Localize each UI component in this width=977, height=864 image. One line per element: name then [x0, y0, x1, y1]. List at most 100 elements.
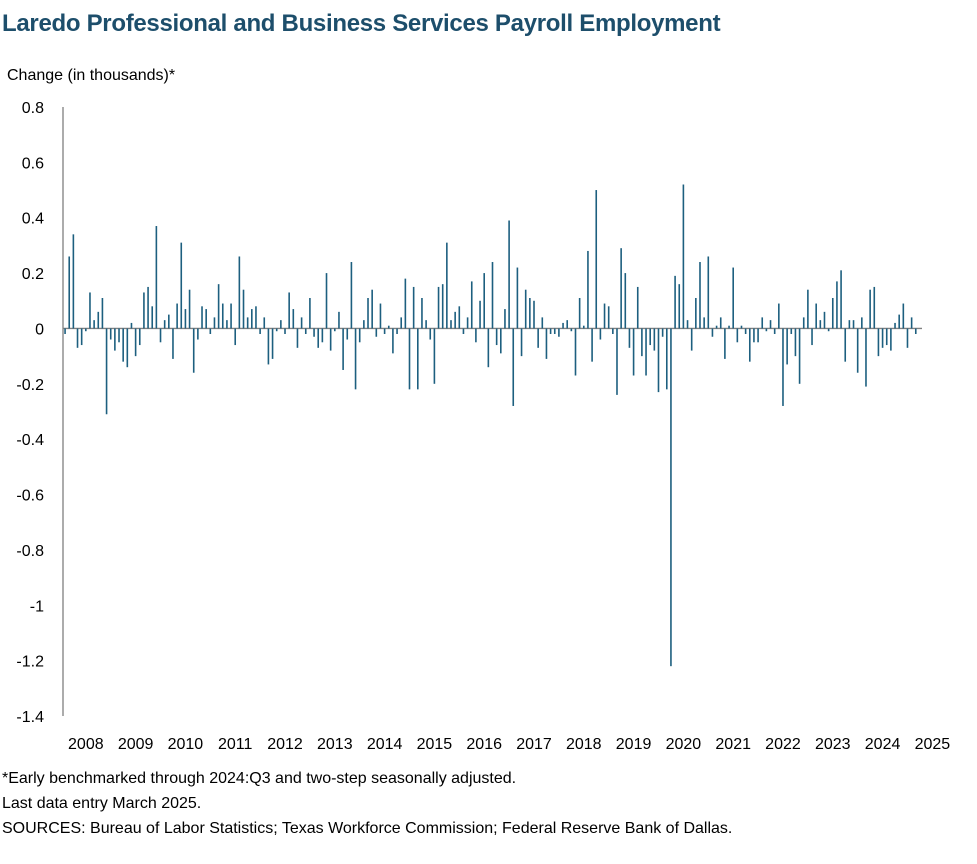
y-tick-label: -1.2 — [16, 654, 44, 671]
bar — [549, 328, 552, 334]
bar — [275, 328, 278, 332]
bar — [284, 328, 286, 334]
bar — [387, 325, 390, 329]
bar — [483, 273, 485, 329]
bar — [176, 303, 178, 329]
bar — [703, 317, 705, 329]
bar — [72, 234, 75, 329]
bar — [819, 320, 822, 329]
x-tick-label: 2021 — [715, 736, 751, 753]
bar — [491, 262, 494, 329]
bar — [134, 328, 137, 357]
bar — [732, 267, 734, 329]
bar — [97, 311, 100, 329]
y-tick-label: 0 — [35, 321, 44, 338]
bar — [545, 328, 548, 359]
bar — [271, 328, 274, 359]
x-tick-label: 2010 — [168, 736, 204, 753]
bar — [404, 278, 407, 329]
bar — [699, 262, 701, 329]
bar — [226, 320, 228, 329]
bar — [259, 328, 261, 334]
bar — [591, 328, 593, 362]
bar-series — [64, 184, 917, 667]
bar — [238, 256, 241, 329]
bar — [321, 328, 324, 343]
x-tick-label: 2009 — [118, 736, 154, 753]
bar — [180, 242, 183, 329]
bar — [553, 328, 556, 334]
bar — [470, 281, 473, 329]
bar — [744, 328, 747, 334]
x-tick-label: 2008 — [68, 736, 104, 753]
bar — [686, 320, 689, 329]
bar — [342, 328, 344, 370]
bar — [807, 289, 809, 329]
bar — [516, 267, 519, 329]
bar — [674, 275, 676, 329]
bar — [798, 328, 801, 384]
bar — [130, 322, 133, 329]
bar — [877, 328, 880, 357]
bar — [479, 300, 481, 329]
bar — [649, 328, 651, 346]
bar — [263, 317, 266, 329]
bar — [412, 286, 415, 329]
y-axis-ticks: 0.8 0.6 0.4 0.2 0 -0.2 -0.4 -0.6 -0.8 -1 -1.2 -1.4 — [16, 100, 44, 726]
y-tick-label: 0.4 — [22, 211, 44, 228]
bar — [76, 328, 79, 348]
bar — [873, 286, 876, 329]
x-tick-label: 2017 — [516, 736, 552, 753]
y-axis-title: Change (in thousands)* — [7, 67, 175, 84]
bar — [155, 226, 158, 329]
bar — [85, 328, 87, 332]
bar — [392, 328, 394, 354]
bar — [80, 328, 83, 346]
bar — [524, 289, 527, 329]
bar — [520, 328, 523, 357]
bar — [93, 320, 95, 329]
bar — [599, 328, 602, 340]
bar — [105, 328, 108, 415]
bar — [466, 317, 469, 329]
bar — [890, 328, 892, 351]
bar — [421, 298, 423, 329]
bar — [736, 328, 739, 343]
bar — [437, 286, 440, 329]
bar — [500, 328, 502, 354]
bar — [296, 328, 299, 348]
bar — [375, 328, 378, 337]
bar — [454, 311, 456, 329]
bar — [163, 320, 166, 329]
bar — [350, 262, 353, 329]
bar — [383, 328, 386, 334]
bar — [429, 328, 432, 340]
last-entry-note: Last data entry March 2025. — [2, 795, 202, 812]
bar — [616, 328, 618, 395]
bar — [773, 328, 776, 334]
bar — [309, 298, 311, 329]
bar — [367, 298, 369, 329]
bar — [529, 298, 531, 329]
bar — [313, 328, 315, 337]
bar — [242, 289, 245, 329]
footnote: *Early benchmarked through 2024:Q3 and t… — [2, 770, 517, 787]
bar — [910, 317, 913, 329]
bar — [815, 303, 817, 329]
bar — [533, 300, 535, 329]
bar — [769, 320, 772, 329]
bar — [396, 328, 398, 334]
bar — [450, 320, 452, 329]
bar — [458, 306, 461, 329]
bar — [475, 328, 477, 343]
bar — [329, 328, 332, 351]
bar — [201, 306, 203, 329]
bar — [184, 309, 187, 329]
bar — [728, 325, 730, 329]
bar — [400, 317, 403, 329]
bar — [595, 190, 598, 329]
bar — [574, 328, 577, 376]
bar — [192, 328, 195, 373]
bar — [748, 328, 751, 362]
bar — [213, 317, 216, 329]
